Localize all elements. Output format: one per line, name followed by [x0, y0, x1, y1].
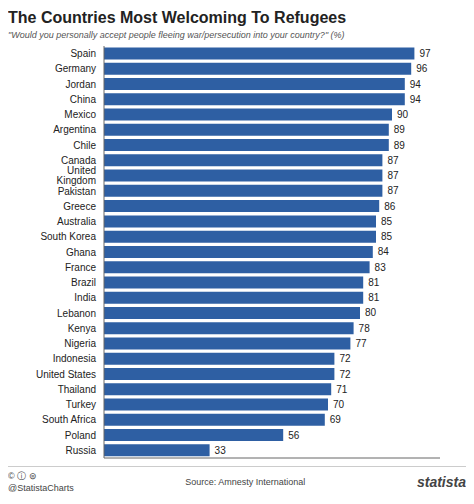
html-text:@StatistaCharts: @StatistaCharts	[8, 482, 74, 493]
svg-text:84: 84	[378, 246, 390, 257]
svg-text:UnitedKingdom: UnitedKingdom	[57, 165, 96, 186]
svg-text:80: 80	[365, 307, 377, 318]
svg-text:China: China	[70, 94, 97, 105]
svg-text:94: 94	[410, 79, 422, 90]
svg-text:Russia: Russia	[65, 445, 96, 456]
svg-text:South Africa: South Africa	[42, 414, 96, 425]
svg-text:Germany: Germany	[55, 63, 96, 74]
svg-text:Poland: Poland	[65, 430, 96, 441]
svg-text:Canada: Canada	[61, 155, 96, 166]
svg-text:96: 96	[416, 63, 428, 74]
svg-text:Mexico: Mexico	[64, 109, 96, 120]
svg-text:Nigeria: Nigeria	[64, 338, 96, 349]
svg-text:87: 87	[387, 170, 399, 181]
svg-text:Pakistan: Pakistan	[58, 186, 96, 197]
svg-text:Lebanon: Lebanon	[57, 308, 96, 319]
svg-text:87: 87	[387, 185, 399, 196]
svg-text:Brazil: Brazil	[71, 277, 96, 288]
svg-text:Jordan: Jordan	[65, 79, 96, 90]
svg-text:Ghana: Ghana	[66, 247, 96, 258]
svg-text:71: 71	[336, 384, 348, 395]
svg-text:Greece: Greece	[63, 201, 96, 212]
svg-text:97: 97	[419, 48, 431, 59]
svg-text:56: 56	[288, 430, 300, 441]
svg-text:94: 94	[410, 94, 422, 105]
svg-text:Argentina: Argentina	[53, 124, 96, 135]
svg-text:South Korea: South Korea	[40, 231, 96, 242]
svg-text:Turkey: Turkey	[66, 399, 96, 410]
svg-text:70: 70	[333, 399, 345, 410]
svg-text:83: 83	[375, 262, 387, 273]
svg-text:90: 90	[397, 109, 409, 120]
svg-text:Thailand: Thailand	[58, 384, 96, 395]
svg-text:72: 72	[339, 353, 351, 364]
svg-text:France: France	[65, 262, 97, 273]
svg-text:89: 89	[394, 124, 406, 135]
svg-text:81: 81	[368, 277, 380, 288]
svg-text:Chile: Chile	[73, 140, 96, 151]
svg-text:85: 85	[381, 231, 393, 242]
svg-text:United States: United States	[36, 369, 96, 380]
svg-text:81: 81	[368, 292, 380, 303]
html-text:Source: Amnesty International: Source: Amnesty International	[185, 476, 306, 487]
html-text:The Countries Most Welcoming T: The Countries Most Welcoming To Refugees	[8, 9, 347, 26]
svg-text:Australia: Australia	[57, 216, 96, 227]
svg-text:India: India	[74, 292, 96, 303]
svg-text:72: 72	[339, 369, 351, 380]
svg-text:33: 33	[215, 445, 227, 456]
svg-text:Kenya: Kenya	[68, 323, 97, 334]
svg-text:69: 69	[330, 414, 342, 425]
svg-text:78: 78	[359, 323, 371, 334]
svg-text:77: 77	[355, 338, 367, 349]
html-text:"Would you personally accept p: "Would you personally accept people flee…	[8, 30, 345, 40]
svg-text:86: 86	[384, 201, 396, 212]
svg-text:85: 85	[381, 216, 393, 227]
svg-text:Indonesia: Indonesia	[53, 353, 97, 364]
svg-text:Spain: Spain	[70, 48, 96, 59]
svg-text:89: 89	[394, 140, 406, 151]
html-text:statista: statista	[417, 473, 466, 490]
svg-text:87: 87	[387, 155, 399, 166]
